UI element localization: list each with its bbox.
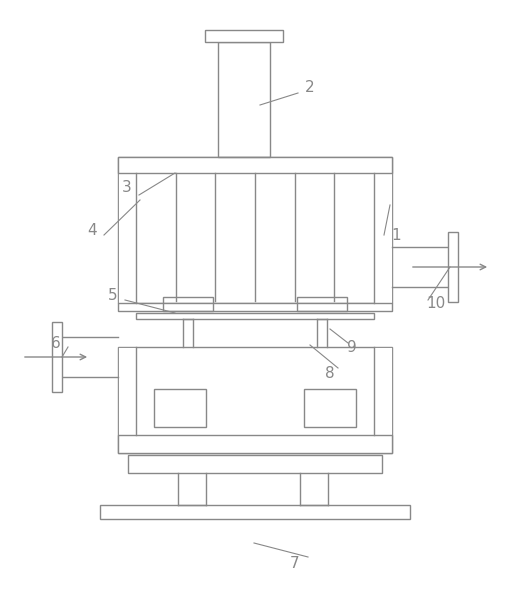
Bar	[303, 389, 355, 427]
Text: 9: 9	[347, 339, 356, 355]
Text: 1: 1	[390, 227, 400, 243]
Bar	[205, 30, 282, 42]
Bar	[373, 157, 391, 303]
Bar	[118, 303, 391, 311]
Bar	[296, 297, 346, 311]
Text: 6: 6	[51, 336, 61, 350]
Bar	[154, 389, 206, 427]
Bar	[373, 347, 391, 453]
Bar	[100, 505, 409, 519]
Bar	[118, 435, 391, 453]
Bar	[163, 297, 213, 311]
Bar	[118, 303, 391, 311]
Text: 5: 5	[108, 287, 118, 302]
Bar	[118, 347, 391, 453]
Bar	[118, 157, 391, 173]
Bar	[128, 455, 381, 473]
Bar	[52, 322, 62, 392]
Bar	[118, 157, 391, 173]
Text: 4: 4	[87, 223, 97, 238]
Bar	[217, 42, 269, 157]
Bar	[118, 157, 136, 303]
Text: 3: 3	[122, 180, 132, 194]
Bar	[118, 157, 391, 303]
Bar	[205, 30, 282, 42]
Text: 10: 10	[426, 295, 445, 310]
Bar	[128, 455, 381, 473]
Text: 8: 8	[325, 365, 334, 381]
Text: 2: 2	[304, 79, 314, 94]
Text: 7: 7	[290, 555, 299, 571]
Bar	[118, 347, 136, 453]
Bar	[136, 313, 373, 319]
Bar	[118, 435, 391, 453]
Bar	[447, 232, 457, 302]
